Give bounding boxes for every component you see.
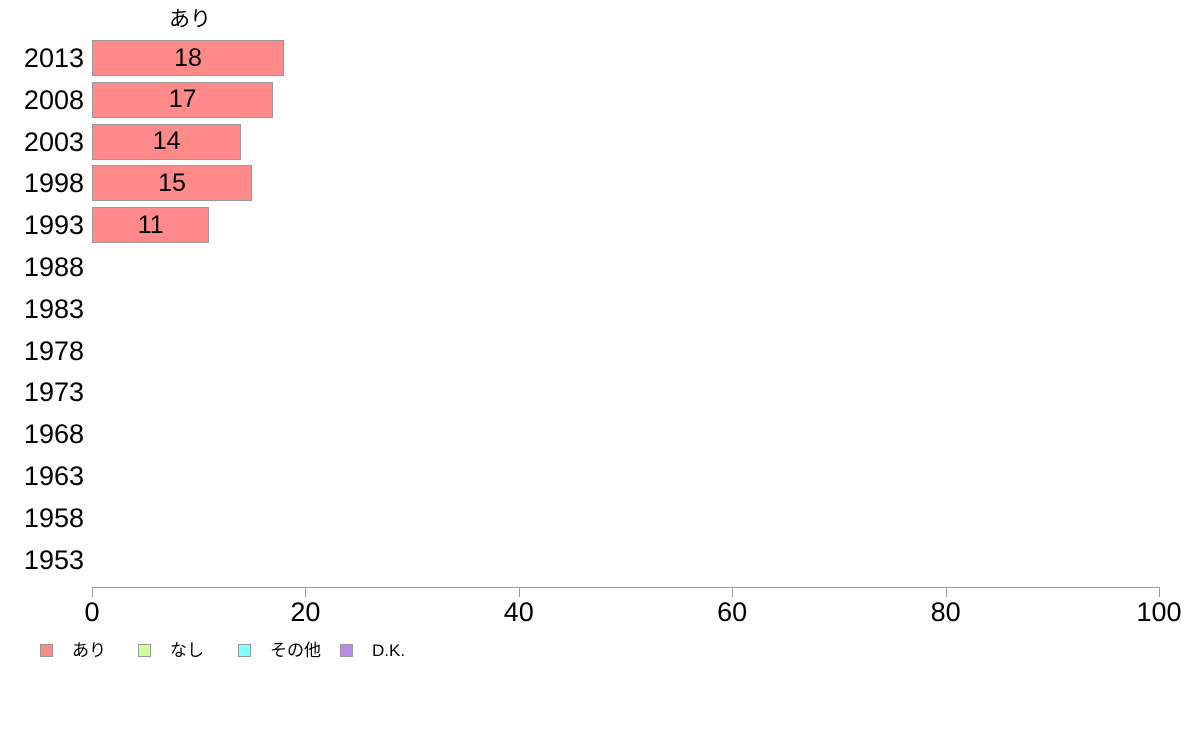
y-axis-label: 2013: [23, 43, 84, 73]
bar[interactable]: 14: [92, 123, 242, 160]
y-axis-label: 1988: [23, 252, 84, 282]
y-axis-label: 1958: [23, 502, 84, 533]
bar-value-label: 18: [174, 43, 202, 72]
x-axis-tick: [92, 587, 93, 597]
legend-item[interactable]: なし: [138, 638, 204, 662]
legend-item[interactable]: その他: [238, 638, 321, 662]
y-axis-label: 1968: [23, 419, 84, 450]
legend-swatch: [40, 643, 53, 657]
bar-value-label: 15: [158, 168, 186, 197]
x-axis-tick: [518, 587, 520, 597]
legend-item-label: D.K.: [372, 640, 406, 660]
bar[interactable]: 17: [92, 81, 274, 118]
legend-item[interactable]: D.K.: [340, 638, 405, 662]
x-axis-tick-label: 40: [503, 597, 534, 627]
y-axis-label: 1963: [23, 461, 84, 491]
bar[interactable]: 11: [92, 207, 210, 244]
legend-item-label: なし: [170, 640, 204, 660]
x-axis-tick: [1159, 587, 1160, 597]
bar[interactable]: 18: [92, 40, 285, 76]
bar-value-label: 17: [168, 85, 197, 114]
legend: あり なし その他 D.K.: [0, 638, 1188, 662]
y-axis-label: 2003: [23, 126, 84, 157]
bar-value-label: 14: [152, 127, 181, 156]
x-axis-tick-label: 20: [290, 597, 321, 627]
x-axis-tick: [732, 587, 734, 597]
y-axis-label: 1983: [23, 293, 84, 324]
x-axis-tick-label: 100: [1136, 597, 1182, 627]
legend-swatch: [238, 643, 251, 657]
legend-item[interactable]: あり: [40, 638, 106, 662]
legend-swatch: [340, 643, 353, 657]
chart-title: あり: [169, 8, 211, 31]
y-axis-label: 1998: [23, 168, 84, 199]
y-axis-label: 2008: [23, 84, 84, 115]
bar[interactable]: 15: [92, 165, 253, 202]
bar-value-label: 11: [137, 210, 164, 239]
legend-item-label: あり: [72, 640, 106, 660]
x-axis-tick-label: 60: [717, 597, 748, 627]
legend-item-label: その他: [270, 640, 321, 660]
y-axis-label: 1993: [23, 210, 84, 241]
y-axis-label: 1953: [23, 544, 84, 575]
x-axis-tick-label: 0: [84, 597, 100, 627]
legend-swatch: [138, 643, 151, 657]
x-axis-tick: [305, 587, 307, 597]
y-axis-label: 1973: [23, 377, 84, 408]
x-axis-tick-label: 80: [930, 597, 961, 627]
x-axis-line: [92, 587, 1160, 588]
y-axis-label: 1978: [23, 335, 84, 366]
x-axis-tick: [945, 587, 947, 597]
